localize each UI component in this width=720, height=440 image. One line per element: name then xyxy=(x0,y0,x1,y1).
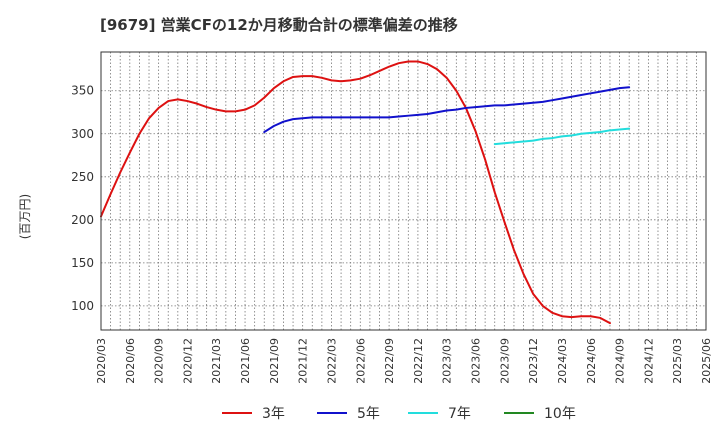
y-tick-label: 350 xyxy=(71,84,94,98)
legend-label: 3年 xyxy=(262,406,285,422)
grid-layer xyxy=(100,52,707,330)
y-tick-label: 200 xyxy=(71,213,94,227)
x-tick-label: 2022/03 xyxy=(325,338,338,384)
x-tick-label: 2020/03 xyxy=(95,338,108,384)
x-tick-label: 2021/03 xyxy=(210,338,223,384)
x-tick-label: 2023/12 xyxy=(527,338,540,384)
axis-layer: 100 150 200 250 300 350 2020/03 2020/06 2020/09 2… xyxy=(71,51,713,384)
y-tick-label: 150 xyxy=(71,256,94,270)
x-tick-label: 2020/06 xyxy=(124,338,137,384)
x-tick-label: 2022/12 xyxy=(412,338,425,384)
x-tick-label: 2024/12 xyxy=(642,338,655,384)
series-layer xyxy=(100,60,631,325)
plot-frame xyxy=(100,51,707,331)
x-tick-label: 2025/06 xyxy=(700,338,713,384)
series-line-7年 xyxy=(493,127,631,146)
x-tick-label: 2021/09 xyxy=(268,338,281,384)
x-tick-label: 2024/06 xyxy=(585,338,598,384)
legend-label: 10年 xyxy=(544,406,576,422)
legend-layer: 3年 5年 7年 10年 xyxy=(222,406,576,422)
x-tick-label: 2022/09 xyxy=(383,338,396,384)
x-tick-label: 2024/03 xyxy=(556,338,569,384)
x-tick-label: 2025/03 xyxy=(671,338,684,384)
y-tick-label: 250 xyxy=(71,170,94,184)
legend-label: 7年 xyxy=(448,406,471,422)
x-tick-label: 2021/12 xyxy=(297,338,310,384)
x-tick-label: 2021/06 xyxy=(239,338,252,384)
x-tick-label: 2023/09 xyxy=(498,338,511,384)
x-tick-label: 2023/06 xyxy=(470,338,483,384)
x-tick-label: 2023/03 xyxy=(441,338,454,384)
y-tick-label: 100 xyxy=(71,299,94,313)
series-line-5年 xyxy=(263,86,631,134)
chart-title: [9679] 営業CFの12か月移動合計の標準偏差の推移 xyxy=(100,16,458,34)
series-line-3年 xyxy=(100,60,611,325)
legend-label: 5年 xyxy=(357,406,380,422)
x-tick-label: 2022/06 xyxy=(354,338,367,384)
x-tick-label: 2024/09 xyxy=(614,338,627,384)
x-tick-label: 2020/12 xyxy=(181,338,194,384)
y-tick-label: 300 xyxy=(71,127,94,141)
x-tick-label: 2020/09 xyxy=(153,338,166,384)
